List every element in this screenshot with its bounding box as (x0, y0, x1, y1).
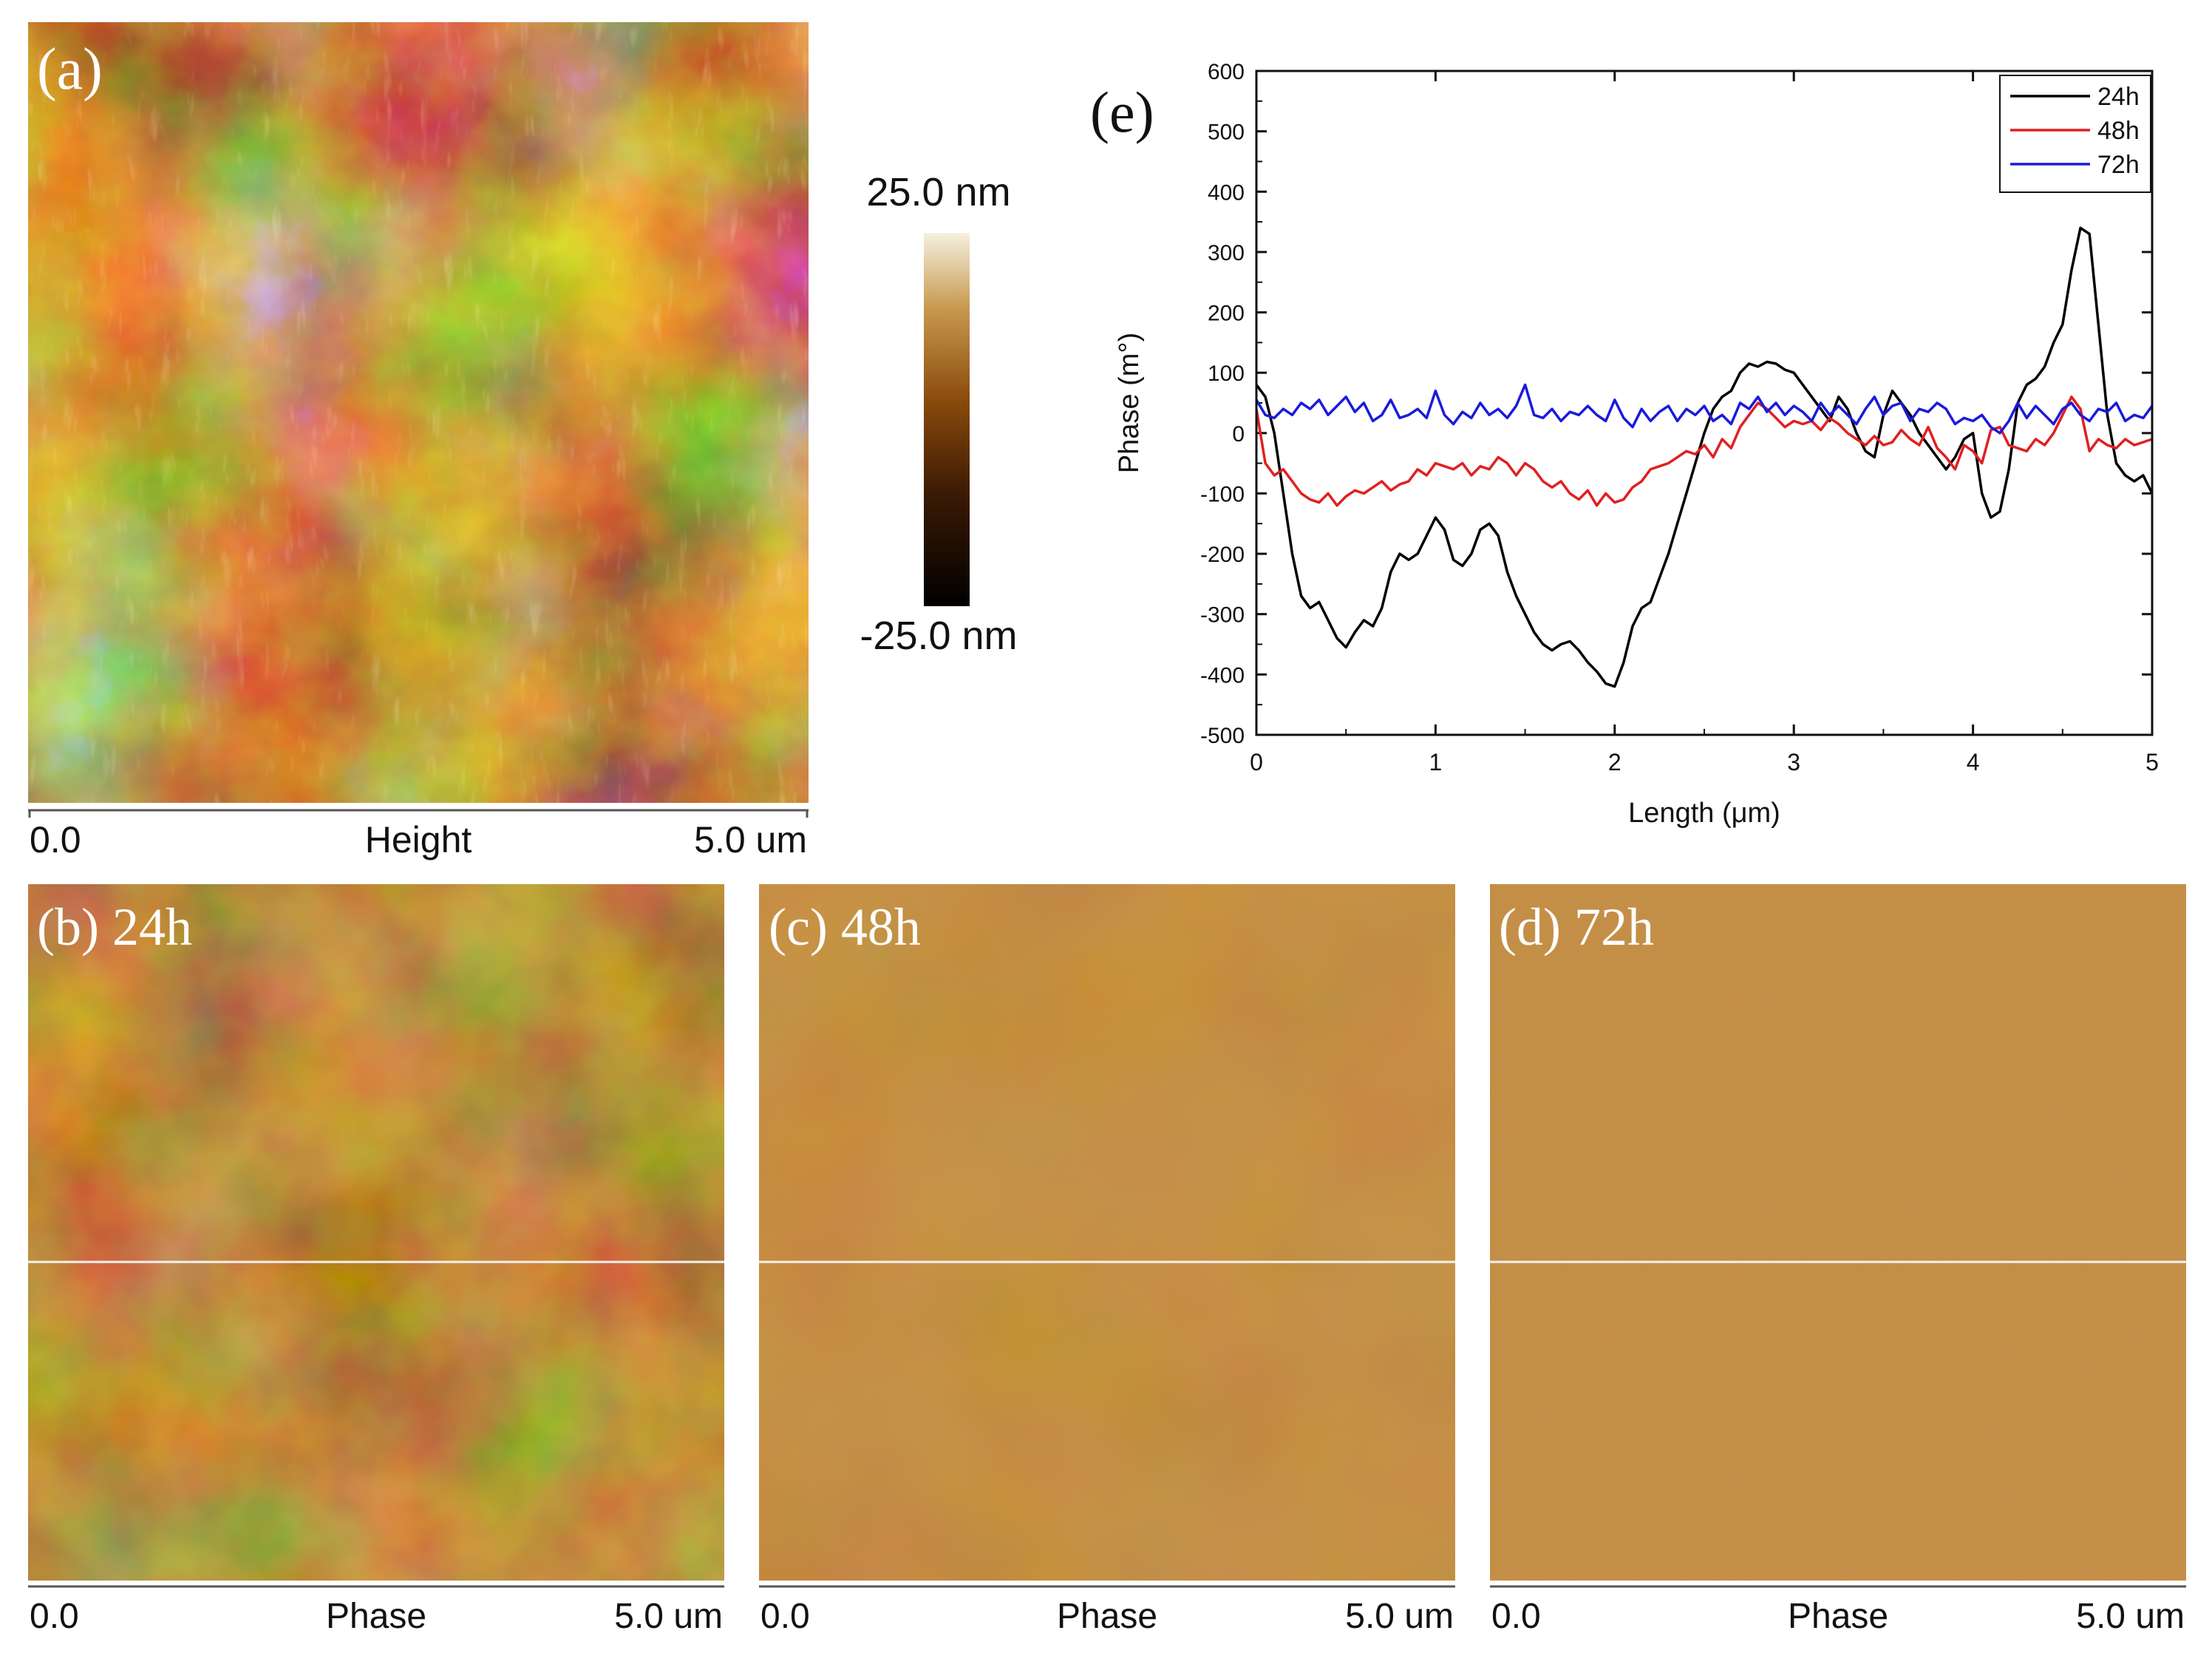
panel-d-scale-right: 5.0 um (2076, 1597, 2185, 1636)
y-tick-label: 0 (1232, 422, 1245, 447)
colorbar-min-label: -25.0 nm (860, 614, 1017, 658)
chart-y-axis-label: Phase (m°) (1114, 333, 1145, 473)
panel-c-scale-left: 0.0 (760, 1597, 810, 1636)
y-tick-label: -400 (1200, 663, 1245, 688)
panel-a-scale-right: 5.0 um (694, 819, 807, 861)
y-tick-label: 100 (1208, 362, 1245, 386)
panel-c-scale-center: Phase (1057, 1597, 1157, 1636)
chart-series (1255, 226, 2154, 688)
x-tick-label: 0 (1250, 749, 1263, 775)
series-line-48h (1255, 396, 2153, 507)
panel-a-scale-left: 0.0 (30, 819, 81, 861)
y-tick-label: -200 (1200, 543, 1245, 567)
panel-e-chart: (e) 0 1 2 3 4 5 -500 -400 -300 -200 -100 0 100 200 300… (1090, 60, 2159, 829)
colorbar-max-label: 25.0 nm (866, 170, 1010, 214)
panel-d: (d) 72h 0.0 Phase 5.0 um (1490, 884, 2186, 1636)
y-tick-label: -300 (1200, 603, 1245, 628)
panel-c: (c) 48h 0.0 Phase 5.0 um (759, 884, 1455, 1636)
panel-b: (b) 24h 0.0 Phase 5.0 um (28, 884, 724, 1636)
panel-d-scale-center: Phase (1788, 1597, 1888, 1636)
afm-phase-image-72h (1490, 884, 2186, 1581)
x-tick-label: 3 (1787, 749, 1800, 775)
y-tick-label: 600 (1208, 60, 1245, 84)
series-line-24h (1255, 226, 2154, 688)
colorbar-gradient (924, 233, 970, 606)
chart-x-axis-label: Length (μm) (1628, 798, 1780, 829)
y-tick-label: -100 (1200, 482, 1245, 506)
y-tick-label: 200 (1208, 302, 1245, 326)
panel-a-label: (a) (37, 37, 103, 102)
afm-phase-image-48h (759, 884, 1455, 1581)
chart-plot-frame (1255, 69, 2154, 736)
panel-b-scale-center: Phase (326, 1597, 426, 1636)
panel-d-scale-left: 0.0 (1491, 1597, 1541, 1636)
panel-c-scale-right: 5.0 um (1345, 1597, 1454, 1636)
legend-label-72h: 72h (2097, 151, 2140, 179)
y-tick-label: 300 (1208, 241, 1245, 265)
panel-b-scale-left: 0.0 (30, 1597, 79, 1636)
panel-c-label: (c) 48h (769, 897, 921, 957)
height-colorbar: 25.0 nm -25.0 nm (860, 170, 1017, 658)
series-line-72h (1255, 383, 2154, 435)
panel-d-label: (d) 72h (1499, 897, 1654, 957)
y-tick-label: -500 (1200, 724, 1245, 748)
panel-a-scale-center: Height (365, 819, 472, 861)
chart-legend: 24h 48h 72h (1999, 75, 2151, 193)
afm-phase-image-24h (28, 884, 724, 1581)
chart-panel-label: (e) (1090, 80, 1154, 144)
afm-height-fiber-texture (28, 22, 809, 803)
x-tick-label: 2 (1608, 749, 1621, 775)
y-tick-label: 400 (1208, 180, 1245, 205)
x-tick-label: 4 (1967, 749, 1980, 775)
x-tick-label: 1 (1429, 749, 1443, 775)
y-tick-label: 500 (1208, 121, 1245, 145)
legend-label-48h: 48h (2097, 117, 2140, 145)
legend-label-24h: 24h (2097, 83, 2140, 111)
x-tick-label: 5 (2145, 749, 2159, 775)
panel-b-scale-right: 5.0 um (614, 1597, 723, 1636)
panel-a: (a) 0.0 Height 5.0 um (28, 22, 809, 861)
panel-b-label: (b) 24h (37, 897, 192, 957)
